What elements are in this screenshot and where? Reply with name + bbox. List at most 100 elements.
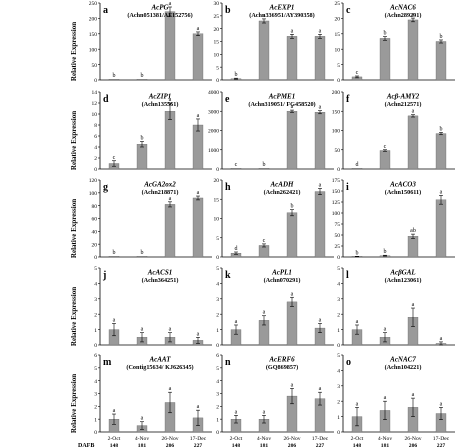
significance-letter: a [412,302,415,308]
bar [192,197,204,258]
dafb-value: 206 [409,443,418,447]
significance-letter: c [263,238,266,244]
significance-letter: a [384,327,387,333]
y-tick-label: 10 [214,53,220,59]
y-axis-title: Relative Expression [70,287,78,346]
x-tick-label: 17-Dec [190,436,207,442]
bar [435,133,447,170]
panel-letter: e [225,94,230,105]
y-tick-label: 100 [332,211,341,217]
y-axis-title: Relative Expression [70,199,78,258]
significance-letter: b [141,136,144,142]
y-tick-label: 0 [94,430,97,436]
y-tick-label: 0 [216,78,219,84]
significance-letter: a [169,386,172,392]
significance-letter: a [412,12,415,18]
y-tick-label: 0 [337,255,340,261]
significance-letter: a [263,409,266,415]
bar [407,115,419,170]
significance-letter: a [319,386,322,392]
y-tick-label: 10 [214,217,220,223]
y-tick-label: 4 [94,145,97,151]
y-tick-label: 100 [332,129,341,135]
y-tick-label: 25 [214,14,220,20]
y-tick-label: 3 [94,392,97,398]
significance-letter: a [141,327,144,333]
panel-k: 0 1 2 3 4 5 a a a a k AcPL1(Achn070291) [216,266,334,349]
y-tick-label: 60 [92,217,98,223]
significance-letter: a [440,336,443,342]
panel-g: 0 20 40 60 80 100 120 b b a a g AcGA2ox2(Achn218871) [89,178,212,261]
x-tick-label: 4-Nov [378,436,392,442]
y-tick-label: 20 [214,178,220,184]
y-tick-label: 10 [335,47,341,53]
panel-letter: h [225,182,231,193]
dafb-value: 148 [110,443,119,447]
significance-letter: a [169,97,172,103]
y-tick-label: 5 [216,266,219,272]
significance-letter: a [235,409,238,415]
bar [435,41,447,81]
significance-letter: a [384,395,387,401]
bar [286,111,298,170]
significance-letter: a [440,189,443,195]
y-tick-label: 0 [216,343,219,349]
gene-name: AcNAC6 [389,4,416,12]
gene-accession: (Achn262421) [264,189,301,196]
bar [379,150,391,170]
y-tick-label: 10 [92,112,98,118]
gene-name: AcACS1 [147,269,173,277]
x-tick-label: 4-Nov [257,436,271,442]
y-tick-label: 5 [94,266,97,272]
gene-name: Acβ-AMY2 [386,93,420,101]
significance-letter: a [113,317,116,323]
y-tick-label: 0 [94,78,97,84]
gene-accession: (Achn336951/AY390358) [249,12,314,19]
significance-letter: a [291,382,294,388]
y-tick-label: 50 [335,233,341,239]
dafb-value: 227 [194,443,203,447]
bar [314,112,326,170]
panel-letter: a [103,5,108,16]
significance-letter: b [113,250,116,256]
y-tick-label: 2 [216,312,219,318]
y-tick-label: 0 [337,167,340,173]
significance-letter: b [113,73,116,79]
y-tick-label: 12 [92,101,98,107]
significance-letter: d [356,162,359,168]
dafb-value: 181 [260,443,269,447]
y-tick-label: 175 [332,178,341,184]
y-tick-label: 4 [94,379,97,385]
significance-letter: ab [410,228,416,234]
y-tick-label: 8 [94,123,97,129]
y-axis-title: Relative Expression [70,22,78,81]
gene-name: AcβGAL [389,269,415,277]
significance-letter: a [291,28,294,34]
dafb-value: 206 [166,443,175,447]
y-tick-label: 150 [89,32,98,38]
y-tick-label: 80 [92,204,98,210]
gene-accession: (Achn135561) [142,101,179,108]
gene-accession: (Achn070291) [264,277,301,284]
y-tick-label: 4 [337,369,340,375]
panel-e: 0 1000 2000 3000 4000 c b a a e AcPME1(Achn319051/… [208,90,334,173]
y-tick-label: 3 [216,297,219,303]
gene-name: AcZIP1 [148,93,172,101]
panel-letter: b [225,5,231,16]
y-tick-label: 5 [337,353,340,359]
y-tick-label: 0 [216,255,219,261]
significance-letter: a [169,196,172,202]
significance-letter: b [384,249,387,255]
y-tick-label: 6 [94,353,97,359]
y-tick-label: 3 [337,384,340,390]
panel-i: 0 25 50 75 100 125 150 175 b b ab a i AcACO3(Achn1506… [332,178,455,261]
y-tick-label: 50 [92,63,98,69]
significance-letter: c [113,155,116,161]
y-tick-label: 5 [337,63,340,69]
x-tick-label: 17-Dec [433,436,450,442]
bar [379,38,391,81]
y-tick-label: 4 [216,379,219,385]
y-tick-label: 100 [89,191,98,197]
significance-letter: a [440,401,443,407]
